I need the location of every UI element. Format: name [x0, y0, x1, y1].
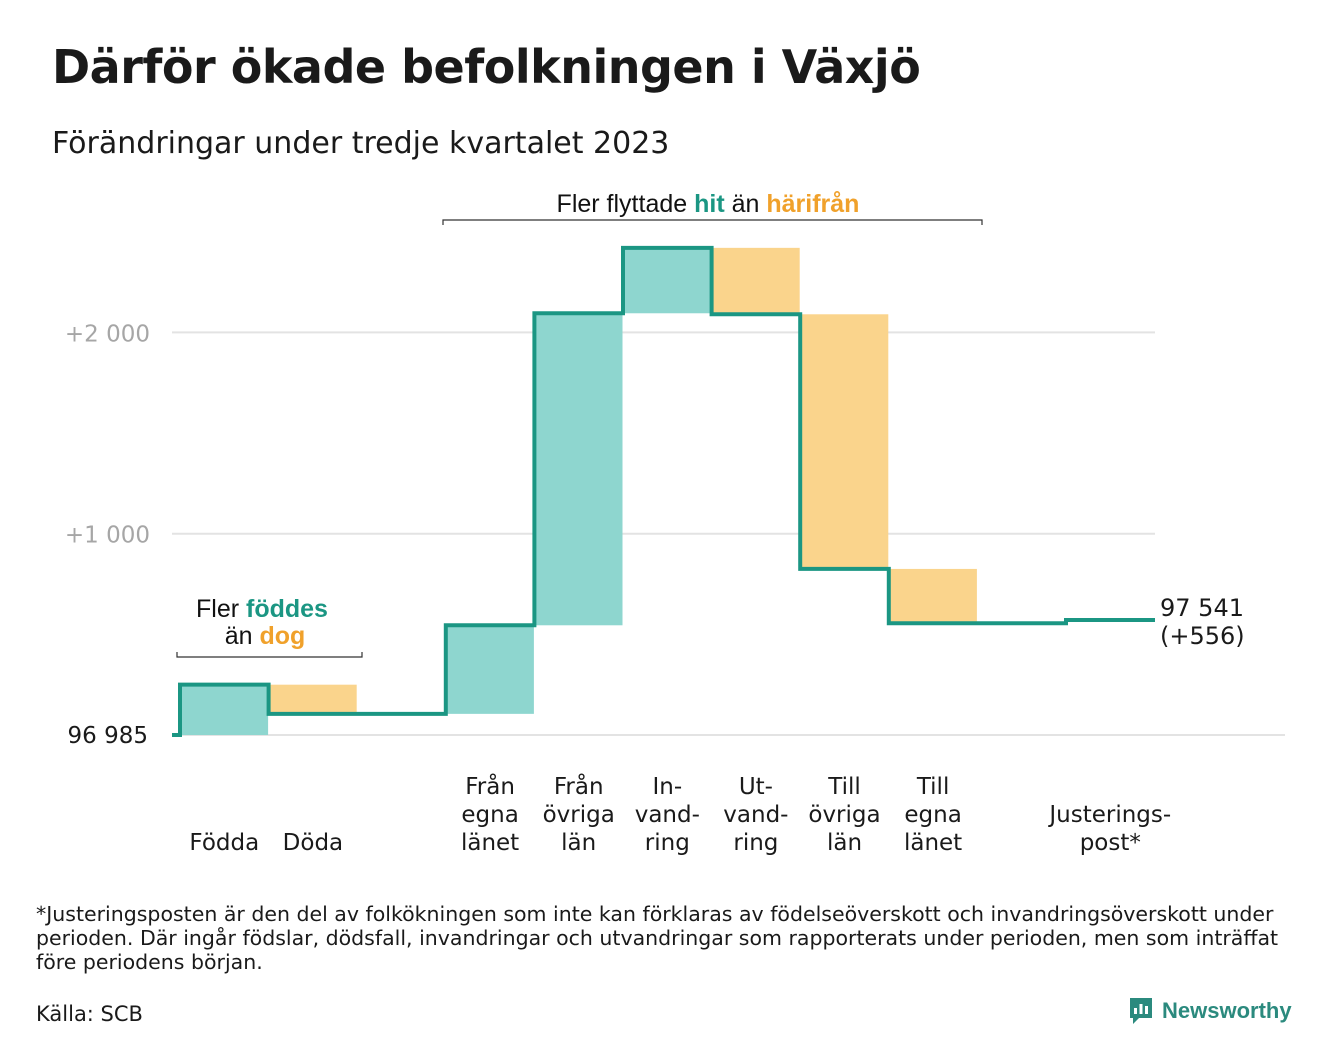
- bar: [711, 247, 800, 315]
- x-tick-label: ring: [733, 830, 778, 856]
- bar: [800, 314, 889, 569]
- bar: [623, 247, 712, 314]
- y-axis-labels: +2 000 +1 000 96 985: [65, 321, 150, 749]
- x-tick-label: Till: [827, 774, 861, 800]
- bar: [888, 568, 977, 624]
- annotation-births: Fler föddes: [196, 595, 328, 623]
- bracket-births: [176, 652, 363, 658]
- x-tick-label: Justerings-: [1047, 802, 1171, 828]
- gridlines: [172, 331, 1285, 736]
- x-tick-label: egna: [461, 802, 518, 828]
- x-tick-label: post*: [1080, 830, 1141, 856]
- x-axis-labels: Födda DödaFrånegnalänetFrånövrigalänIn-va…: [189, 594, 1244, 856]
- brand-name: Newsworthy: [1162, 998, 1292, 1023]
- bar: [180, 684, 269, 735]
- x-tick-label: vand-: [723, 802, 788, 828]
- x-tick-label: länet: [461, 830, 519, 856]
- source-note: Källa: SCB: [36, 1002, 143, 1026]
- bar: [445, 625, 534, 714]
- x-tick-label: vand-: [635, 802, 700, 828]
- x-tick-label: Döda: [283, 830, 343, 856]
- brand-logo[interactable]: Newsworthy: [1128, 996, 1292, 1026]
- bar-chart-bubble-icon: [1130, 998, 1152, 1024]
- bars: [180, 247, 977, 735]
- bracket-moves: [442, 219, 983, 225]
- chart-title: Därför ökade befolkningen i Växjö: [52, 40, 921, 94]
- y-tick-label: +1 000: [65, 523, 150, 549]
- x-tick-label: övriga: [808, 802, 880, 828]
- bar: [268, 684, 357, 714]
- x-tick-label: egna: [904, 802, 961, 828]
- x-tick-label: Från: [554, 772, 604, 800]
- x-tick-label: In-: [652, 774, 682, 800]
- x-tick-label: län: [561, 830, 596, 856]
- chart-subtitle: Förändringar under tredje kvartalet 2023: [52, 126, 670, 161]
- x-tick-label: länet: [904, 830, 962, 856]
- annotation-moves: Fler flyttade hit än härifrån: [557, 190, 860, 218]
- end-change-label: (+556): [1160, 622, 1245, 650]
- x-tick-label: Till: [916, 774, 950, 800]
- x-tick-label: ring: [645, 830, 690, 856]
- x-tick-label: Födda: [189, 830, 259, 856]
- x-tick-label: Ut-: [739, 774, 773, 800]
- x-tick-label: län: [827, 830, 862, 856]
- y-tick-label: +2 000: [65, 321, 150, 347]
- start-value-label: 96 985: [68, 723, 148, 749]
- x-tick-label: Från: [465, 772, 515, 800]
- x-tick-label: övriga: [543, 802, 615, 828]
- bar: [534, 313, 623, 626]
- annotation-births-line2: än dog: [225, 622, 306, 650]
- end-value-label: 97 541: [1160, 594, 1244, 622]
- cumulative-line: [172, 245, 1155, 737]
- step-line: [172, 245, 1155, 737]
- footnote: *Justeringsposten är den del av folkökni…: [36, 902, 1279, 974]
